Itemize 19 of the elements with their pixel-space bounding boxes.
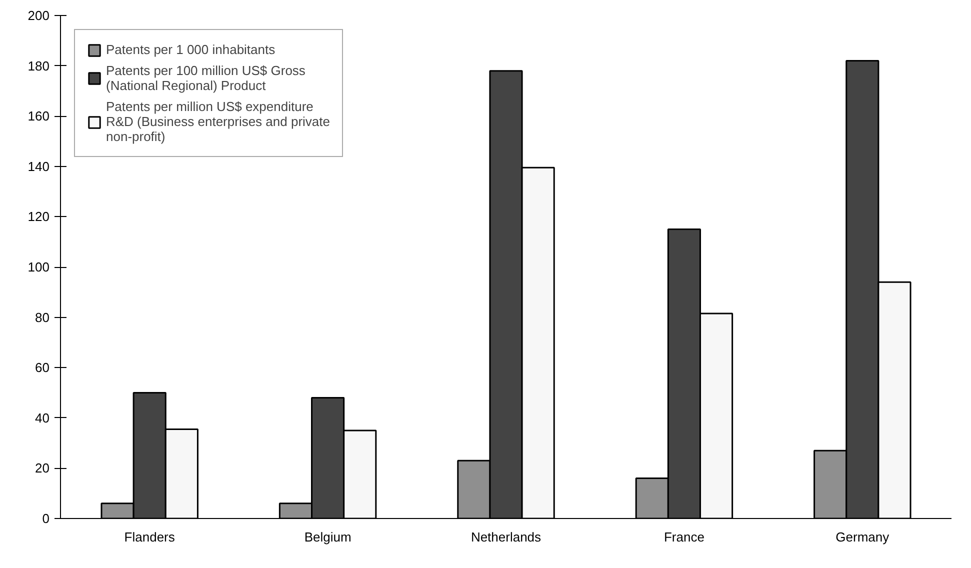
x-tick-label: Germany [836, 530, 890, 544]
y-tick-label: 60 [35, 360, 50, 376]
x-tick-label: Flanders [124, 530, 176, 544]
y-tick-label: 140 [28, 158, 50, 174]
y-tick-label: 20 [35, 460, 50, 476]
y-tick-label: 100 [28, 260, 50, 274]
y-tick-label: 180 [28, 58, 50, 74]
x-tick-label: Netherlands [470, 530, 542, 544]
x-tick-label: Belgium [304, 530, 352, 544]
legend-label: Patents per million US$ expenditure R&D (Business enterprises and private non-profit) [106, 99, 330, 144]
legend-label: Patents per 1 000 inhabitants [106, 42, 276, 57]
y-tick-label: 200 [28, 8, 50, 23]
y-tick-label: 0 [42, 511, 50, 526]
y-tick-label: 120 [28, 209, 50, 224]
legend-label: Patents per 100 million US$ Gross (National Regional) Product [106, 63, 306, 93]
x-tick-label: France [664, 530, 704, 544]
y-tick-label: 160 [28, 108, 50, 124]
y-tick-label: 80 [35, 310, 50, 325]
y-tick-label: 40 [35, 410, 50, 426]
